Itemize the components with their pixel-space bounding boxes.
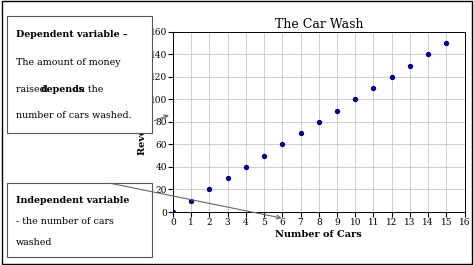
X-axis label: Number of Cars: Number of Cars [275, 230, 362, 239]
Text: raised: raised [16, 85, 48, 94]
Point [242, 165, 250, 169]
Point [351, 97, 359, 101]
Text: - the number of cars: - the number of cars [16, 217, 113, 226]
Point [279, 142, 286, 147]
Text: The amount of money: The amount of money [16, 58, 120, 67]
Point [370, 86, 377, 90]
Title: The Car Wash: The Car Wash [274, 18, 363, 31]
Point [260, 154, 268, 158]
Text: Independent variable: Independent variable [16, 196, 129, 205]
Text: Dependent variable –: Dependent variable – [16, 30, 127, 39]
Point [443, 41, 450, 45]
Point [206, 187, 213, 192]
Point [333, 109, 341, 113]
Y-axis label: Revenue ($): Revenue ($) [138, 89, 147, 155]
Text: number of cars washed.: number of cars washed. [16, 111, 131, 120]
Point [388, 75, 395, 79]
Text: depends: depends [40, 85, 84, 94]
Text: on the: on the [70, 85, 103, 94]
Point [187, 199, 195, 203]
Point [315, 120, 322, 124]
Point [297, 131, 304, 135]
Point [424, 52, 432, 56]
Point [169, 210, 177, 214]
Point [224, 176, 231, 180]
Point [406, 63, 414, 68]
Text: washed: washed [16, 238, 52, 248]
